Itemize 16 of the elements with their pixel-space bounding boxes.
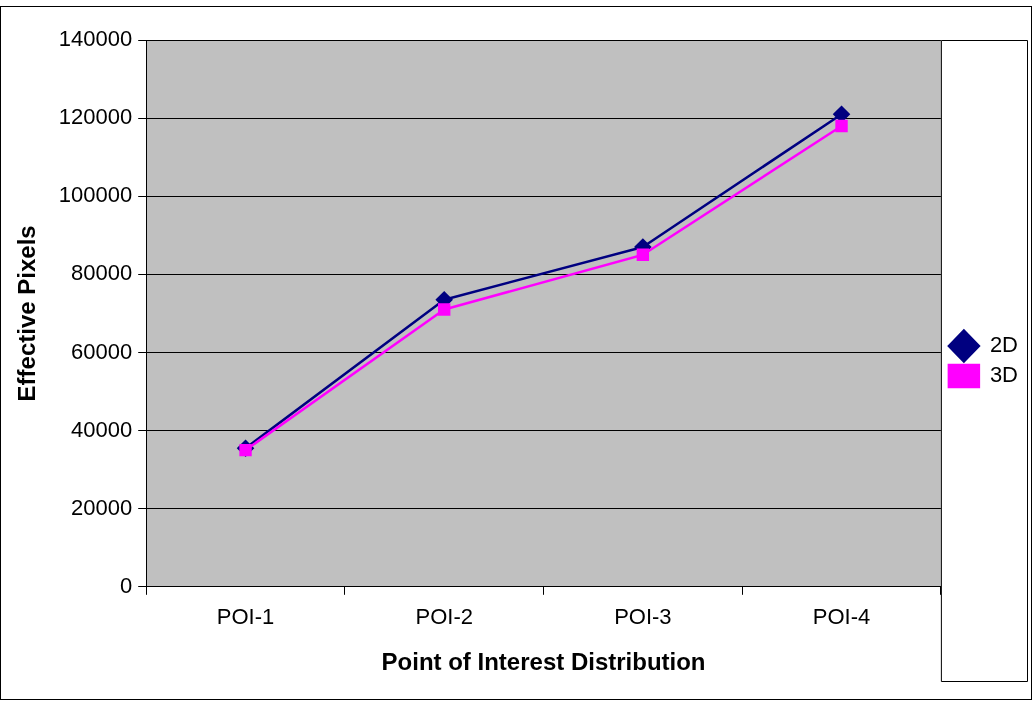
x-tick-label: POI-1 — [216, 604, 275, 630]
x-tick-label: POI-3 — [614, 604, 672, 630]
legend-label: 2D — [989, 332, 1018, 358]
y-tick-label: 120000 — [58, 104, 133, 130]
x-tick-label: POI-2 — [415, 604, 473, 630]
y-tick-label: 0 — [119, 572, 133, 598]
y-tick-label: 20000 — [71, 494, 133, 520]
y-tick-label: 40000 — [71, 416, 133, 442]
y-tick-label: 100000 — [58, 182, 133, 208]
y-tick-label: 140000 — [58, 26, 133, 52]
y-tick-label: 80000 — [71, 260, 133, 286]
x-tick-label: POI-4 — [812, 604, 871, 630]
x-axis-title: Point of Interest Distribution — [381, 648, 706, 676]
legend-label: 3D — [989, 362, 1018, 388]
y-axis-title: Effective Pixels — [13, 225, 41, 402]
y-tick-label: 60000 — [71, 338, 133, 364]
